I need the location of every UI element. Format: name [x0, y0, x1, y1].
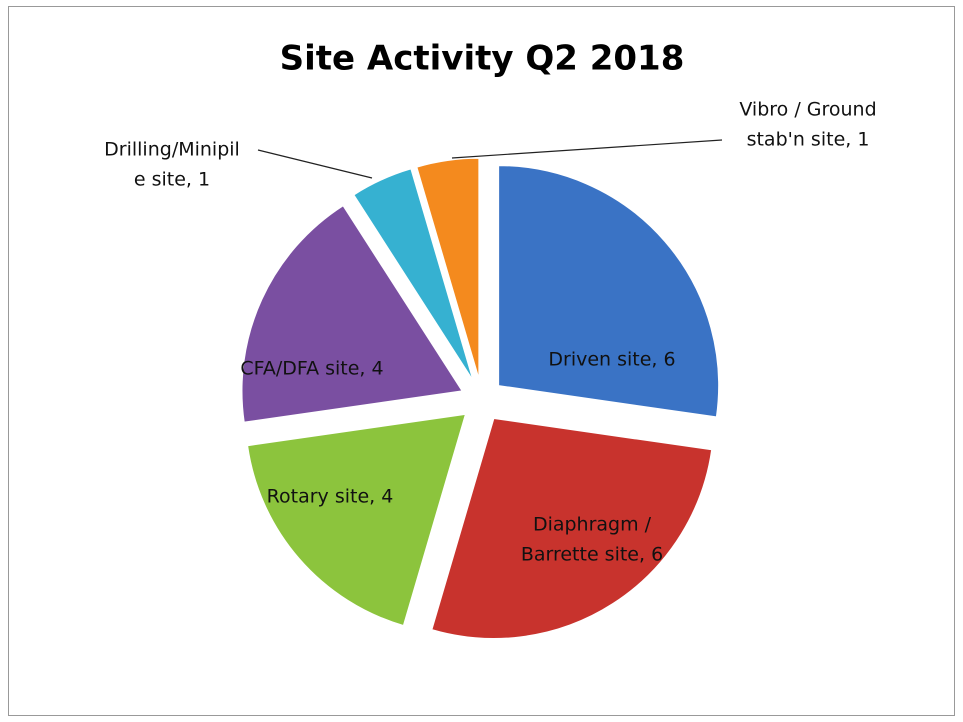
data-label: CFA/DFA site, 4	[240, 358, 383, 380]
chart-title: Site Activity Q2 2018	[280, 39, 685, 79]
data-label: e site, 1	[134, 169, 210, 191]
data-label: Diaphragm /	[533, 514, 652, 536]
pie-slice	[241, 205, 463, 423]
data-label: Drilling/Minipil	[104, 139, 240, 161]
pie-slice	[353, 168, 474, 381]
data-label: stab'n site, 1	[747, 129, 870, 151]
data-label: Rotary site, 4	[267, 486, 394, 508]
pie-slice	[431, 417, 713, 639]
pie-slice	[416, 157, 480, 379]
leader-line	[257, 149, 373, 179]
data-label: Vibro / Ground	[739, 99, 876, 121]
leader-line	[451, 139, 723, 159]
pie-slice	[498, 165, 720, 418]
data-label: Driven site, 6	[548, 349, 675, 371]
data-label: Barrette site, 6	[521, 544, 663, 566]
pie-slice	[247, 413, 467, 627]
